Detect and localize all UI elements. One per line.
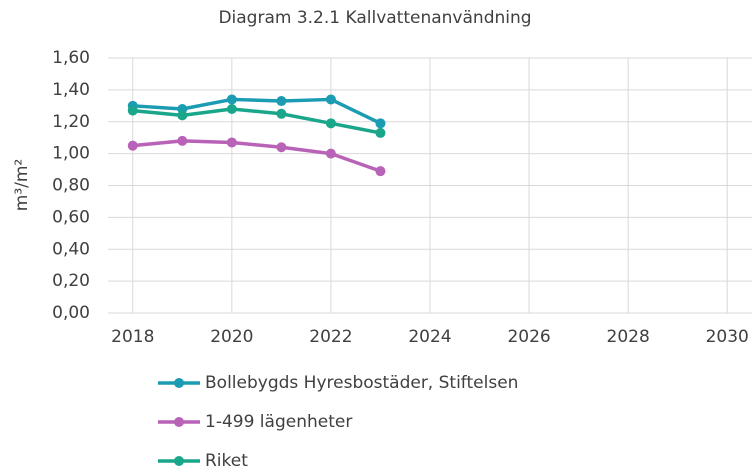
point <box>276 96 287 107</box>
y-tick-label: 1,60 <box>52 48 90 68</box>
point <box>375 166 386 177</box>
legend-marker <box>174 417 184 427</box>
legend-marker <box>174 378 184 388</box>
y-tick-label: 1,20 <box>52 112 90 132</box>
point <box>127 140 138 151</box>
point <box>177 110 188 121</box>
point <box>226 104 237 114</box>
legend-label: Riket <box>205 451 248 471</box>
series-line <box>132 107 381 135</box>
series-line <box>132 97 382 125</box>
point <box>226 137 237 148</box>
legend-label: Bollebygds Hyresbostäder, Stiftelsen <box>205 373 518 393</box>
series-line <box>132 139 382 173</box>
y-tick-label: 0,20 <box>52 271 90 291</box>
point <box>177 135 188 146</box>
x-tick-label: 2026 <box>507 327 550 347</box>
point <box>325 148 336 159</box>
point <box>325 118 336 129</box>
y-tick-label: 0,60 <box>52 207 90 227</box>
y-tick-label: 0,00 <box>52 303 90 323</box>
x-tick-label: 2030 <box>706 327 749 347</box>
point <box>127 105 138 116</box>
y-tick-label: 0,80 <box>52 176 90 196</box>
x-tick-label: 2028 <box>607 327 650 347</box>
y-axis-label: m³/m² <box>12 159 32 211</box>
point <box>276 142 287 153</box>
x-tick-label: 2022 <box>309 327 352 347</box>
y-tick-label: 1,40 <box>52 80 90 100</box>
point <box>375 127 386 138</box>
point <box>226 94 237 105</box>
legend-marker <box>174 456 184 466</box>
x-tick-label: 2024 <box>408 327 451 347</box>
y-tick-label: 0,40 <box>52 239 90 259</box>
x-tick-label: 2020 <box>210 327 253 347</box>
chart-title: Diagram 3.2.1 Kallvattenanvändning <box>218 8 531 28</box>
point <box>325 94 336 105</box>
y-tick-label: 1,00 <box>52 144 90 164</box>
x-tick-label: 2018 <box>111 327 154 347</box>
point <box>375 118 386 129</box>
legend-label: 1-499 lägenheter <box>205 412 352 432</box>
point <box>276 108 287 119</box>
